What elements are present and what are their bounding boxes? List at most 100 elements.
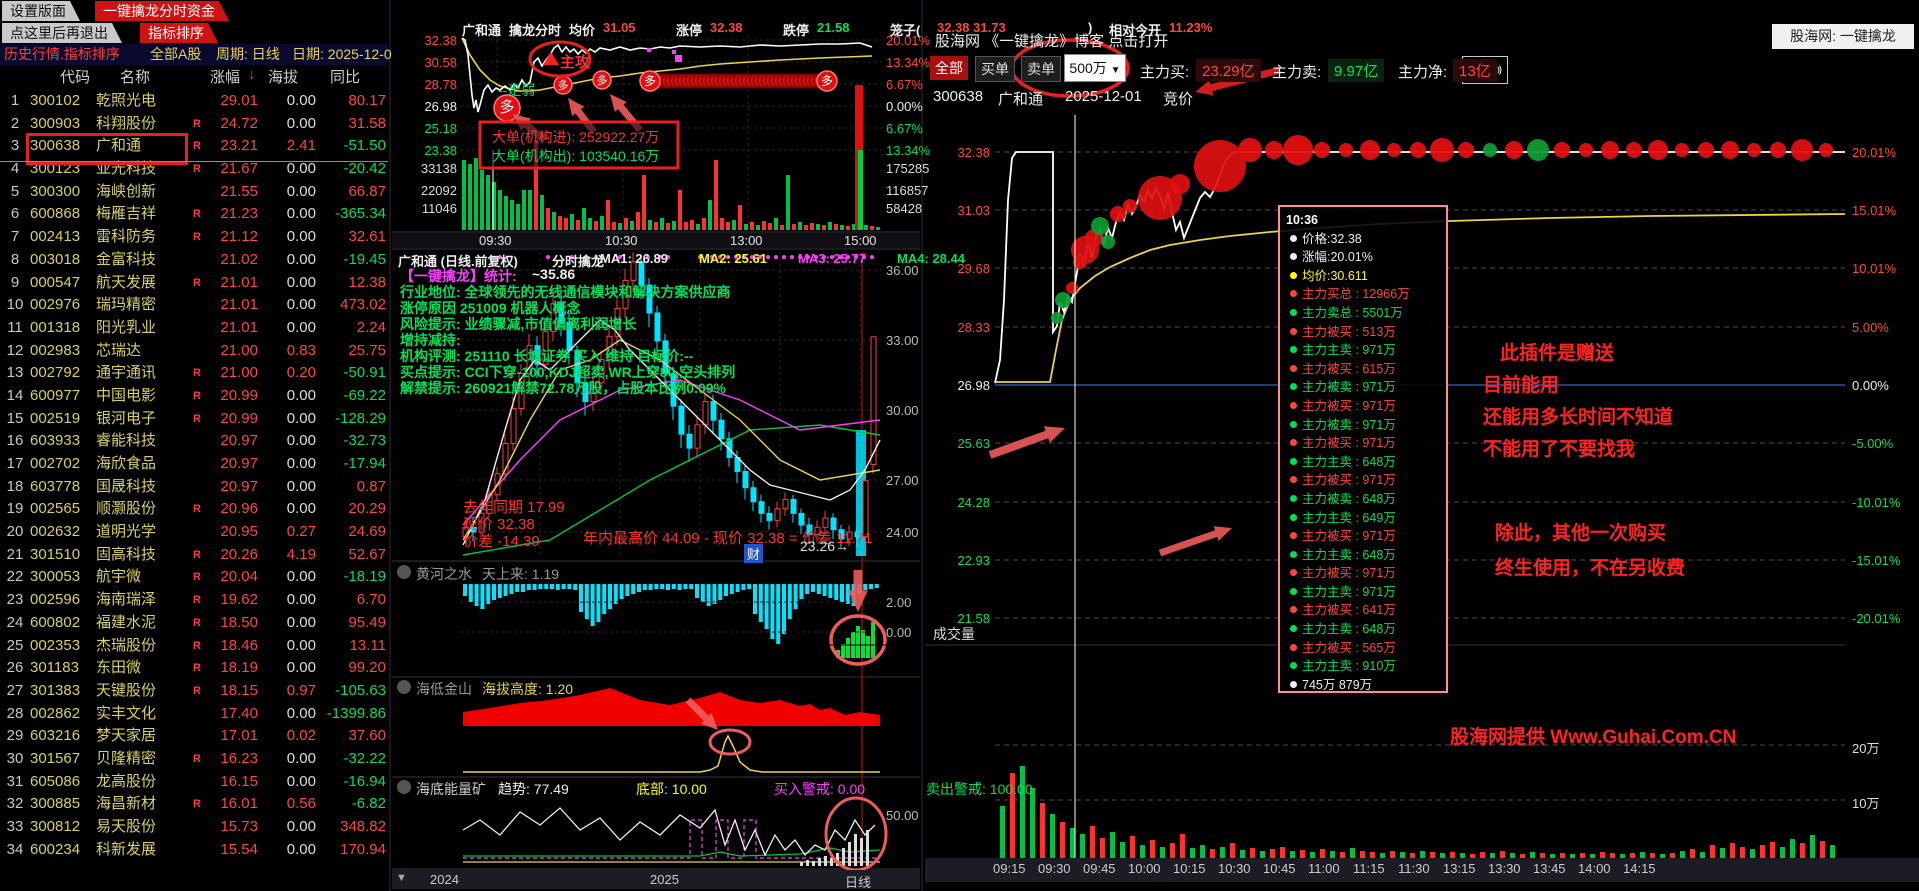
chart-label: 27.00 <box>886 473 919 488</box>
col-header-2[interactable]: 涨幅 <box>210 69 241 86</box>
history-title: 历史行情.指标排序 <box>4 46 120 62</box>
col-header-0[interactable]: 代码 <box>60 69 91 86</box>
chart-label: 机构评测: 251110 长城证券 买入 维持 目标价:-- <box>400 348 694 364</box>
market-scope[interactable]: 全部A股 <box>150 46 202 62</box>
chart-label: 20.01% <box>886 33 931 48</box>
chart-label: 33.00 <box>886 333 919 348</box>
chart-label: 10:15 <box>1173 861 1206 876</box>
table-row[interactable]: 9 000547 航天发展 R 21.01 0.00 12.38 <box>10 273 386 291</box>
table-row[interactable]: 20 002632 道明光学 20.95 0.27 24.69 <box>6 523 386 541</box>
tooltip-row: 主力被卖 : 971万 <box>1286 416 1446 435</box>
chart-label: 30.00 <box>886 403 919 418</box>
table-row[interactable]: 5 300300 海峡创新 21.55 0.00 66.87 <box>10 182 386 200</box>
table-row[interactable]: 6 600868 梅雁吉祥 R 21.23 0.00 -365.34 <box>10 205 386 223</box>
table-row[interactable]: 12 002983 芯瑞达 21.00 0.83 25.75 <box>6 341 386 359</box>
bullet-icon <box>1290 606 1297 614</box>
chart-label: 20万 <box>1852 741 1880 756</box>
table-row[interactable]: 18 603778 国晟科技 20.97 0.00 0.87 <box>6 477 386 495</box>
table-row[interactable]: 27 301383 天键股份 R 18.15 0.97 -105.63 <box>6 681 386 699</box>
chart-label: 0.00 <box>886 625 912 640</box>
chart-label: 年内最高价 44.09 - 现价 32.38 = 价差 11.71 <box>583 530 873 547</box>
auction-label[interactable]: 竞价 <box>1163 91 1194 108</box>
table-row[interactable]: 15 002519 银河电子 R 20.99 0.00 -128.29 <box>6 409 386 427</box>
chart-label: 29.68 <box>957 261 990 276</box>
chart-label: 23.38 <box>424 143 457 158</box>
table-row[interactable]: 22 300053 航宇微 R 20.04 0.00 -18.19 <box>6 568 386 586</box>
bullet-icon <box>1290 513 1297 521</box>
chart-label: 价差 -14.39 <box>463 533 540 550</box>
chart-label: 22092 <box>420 183 457 198</box>
table-row[interactable]: 2 300903 科翔股份 R 24.72 0.00 31.58 <box>10 114 386 132</box>
bullet-icon <box>1290 327 1297 335</box>
tab-one-key-dragon[interactable]: 一键擒龙分时资金 <box>95 1 229 21</box>
chart-label: 13:30 <box>1488 861 1521 876</box>
table-row[interactable]: 23 002596 海南瑞泽 R 19.62 0.00 6.70 <box>6 591 386 609</box>
bullet-icon <box>1290 494 1297 502</box>
blog-title[interactable]: 股海网 《一键擒龙》博客 点击打开 <box>935 33 1169 50</box>
bullet-icon <box>1290 383 1297 391</box>
tooltip-row: 主力主卖 : 648万 <box>1286 546 1446 565</box>
table-row[interactable]: 34 600234 科新发展 15.54 0.00 170.94 <box>6 840 386 858</box>
bullet-icon <box>1290 364 1297 372</box>
table-row[interactable]: 10 002976 瑞玛精密 21.01 0.00 473.02 <box>6 296 386 314</box>
chart-label: 6.67% <box>886 121 923 136</box>
table-row[interactable]: 31 605086 龙高股份 16.15 0.00 -16.94 <box>6 772 386 790</box>
bullet-icon <box>1290 457 1297 465</box>
chart-label: 擒龙分时 <box>509 23 562 38</box>
history-title-bar: 历史行情.指标排序 全部A股 周期: 日线 日期: 2025-12-0 <box>0 44 392 65</box>
table-row[interactable]: 14 600977 中国电影 R 20.99 0.00 -69.22 <box>6 386 386 404</box>
tooltip-row: 主力被买 : 971万 <box>1286 397 1446 416</box>
table-row[interactable]: 3 300638 广和通 R 23.21 2.41 -51.50 <box>10 137 386 155</box>
tab-indicator-sort[interactable]: 指标排序 <box>140 23 218 43</box>
table-row[interactable]: 25 002353 杰瑞股份 R 18.46 0.00 13.11 <box>6 636 386 654</box>
chart-label: 增持减持: <box>400 332 461 348</box>
amount-filter-dropdown[interactable]: 500万 ▼ <box>1064 54 1126 82</box>
chart-label: 28.33 <box>957 320 990 335</box>
tab-exit-hint[interactable]: 点这里后再退出 <box>2 23 122 43</box>
date-label[interactable]: 日期: 2025-12-0 <box>292 46 392 62</box>
chart-label: 5.00% <box>1852 320 1889 335</box>
bullet-icon <box>1290 401 1297 409</box>
chart-label: 50.00 <box>886 808 919 823</box>
table-row[interactable]: 21 301510 固高科技 R 20.26 4.19 52.67 <box>6 545 386 563</box>
tooltip-time: 10:36 <box>1286 213 1318 227</box>
chart-label: 32.38 <box>424 33 457 48</box>
chart-label: 卖出警戒: 100.00 <box>926 781 1033 797</box>
chart-label: ▼ <box>396 872 407 884</box>
col-header-4[interactable]: 同比 <box>330 69 361 86</box>
table-row[interactable]: 7 002413 雷科防务 R 21.12 0.00 32.61 <box>10 228 386 246</box>
table-row[interactable]: 28 002862 实丰文化 17.40 0.00 -1399.86 <box>6 704 386 722</box>
table-row[interactable]: 8 003018 金富科技 21.02 0.00 -19.45 <box>10 250 386 268</box>
tooltip-row: 主力被买 : 615万 <box>1286 360 1446 379</box>
period-label[interactable]: 周期: 日线 <box>216 46 280 62</box>
table-row[interactable]: 1 300102 乾照光电 29.01 0.00 80.17 <box>10 92 386 109</box>
chart-label: 175285 <box>886 161 930 176</box>
table-row[interactable]: 16 603933 睿能科技 20.97 0.00 -32.73 <box>6 432 386 450</box>
stock-date: 2025-12-01 <box>1065 88 1142 105</box>
chart-label: 32.38 <box>957 145 990 160</box>
table-row[interactable]: 26 301183 东田微 R 18.19 0.00 99.20 <box>6 659 386 677</box>
sort-desc-icon[interactable]: ↓ <box>248 66 256 83</box>
table-row[interactable]: 11 001318 阳光乳业 21.01 0.00 2.24 <box>7 318 386 336</box>
table-row[interactable]: 19 002565 顺灏股份 R 20.96 0.00 20.29 <box>6 500 386 518</box>
table-row[interactable]: 33 300812 易天股份 15.73 0.00 348.82 <box>6 818 386 835</box>
table-row[interactable]: 30 301567 贝隆精密 R 16.23 0.00 -32.22 <box>6 749 386 767</box>
table-row[interactable]: 32 300885 海昌新材 R 16.01 0.56 -6.82 <box>6 795 386 813</box>
tab-layout-settings[interactable]: 设置版面 <box>2 1 80 21</box>
filter-all-button[interactable]: 全部 <box>930 56 968 80</box>
guhai-corner-badge[interactable]: 股海网: 一键擒龙 <box>1772 24 1914 49</box>
bullet-icon <box>1290 290 1297 298</box>
table-row[interactable]: 29 603216 梦天家居 17.01 0.02 37.60 <box>6 727 386 745</box>
col-header-3[interactable]: 海拔 <box>268 69 299 86</box>
table-row[interactable]: 24 600802 福建水泥 R 18.50 0.00 95.49 <box>6 613 386 631</box>
table-row[interactable]: 17 002702 海欣食品 20.97 0.00 -17.94 <box>6 455 386 472</box>
chart-label: 分时擒龙 <box>552 254 605 269</box>
chart-label: 36.00 <box>886 263 919 278</box>
chart-label: 09:30 <box>479 233 512 248</box>
col-header-1[interactable]: 名称 <box>120 69 151 86</box>
table-row[interactable]: 13 002792 通宇通讯 R 21.00 0.20 -50.91 <box>6 364 386 382</box>
filter-buy-button[interactable]: 买单 <box>975 56 1015 82</box>
filter-sell-button[interactable]: 卖单 <box>1021 56 1061 82</box>
chart-label: 0.00% <box>886 99 923 114</box>
